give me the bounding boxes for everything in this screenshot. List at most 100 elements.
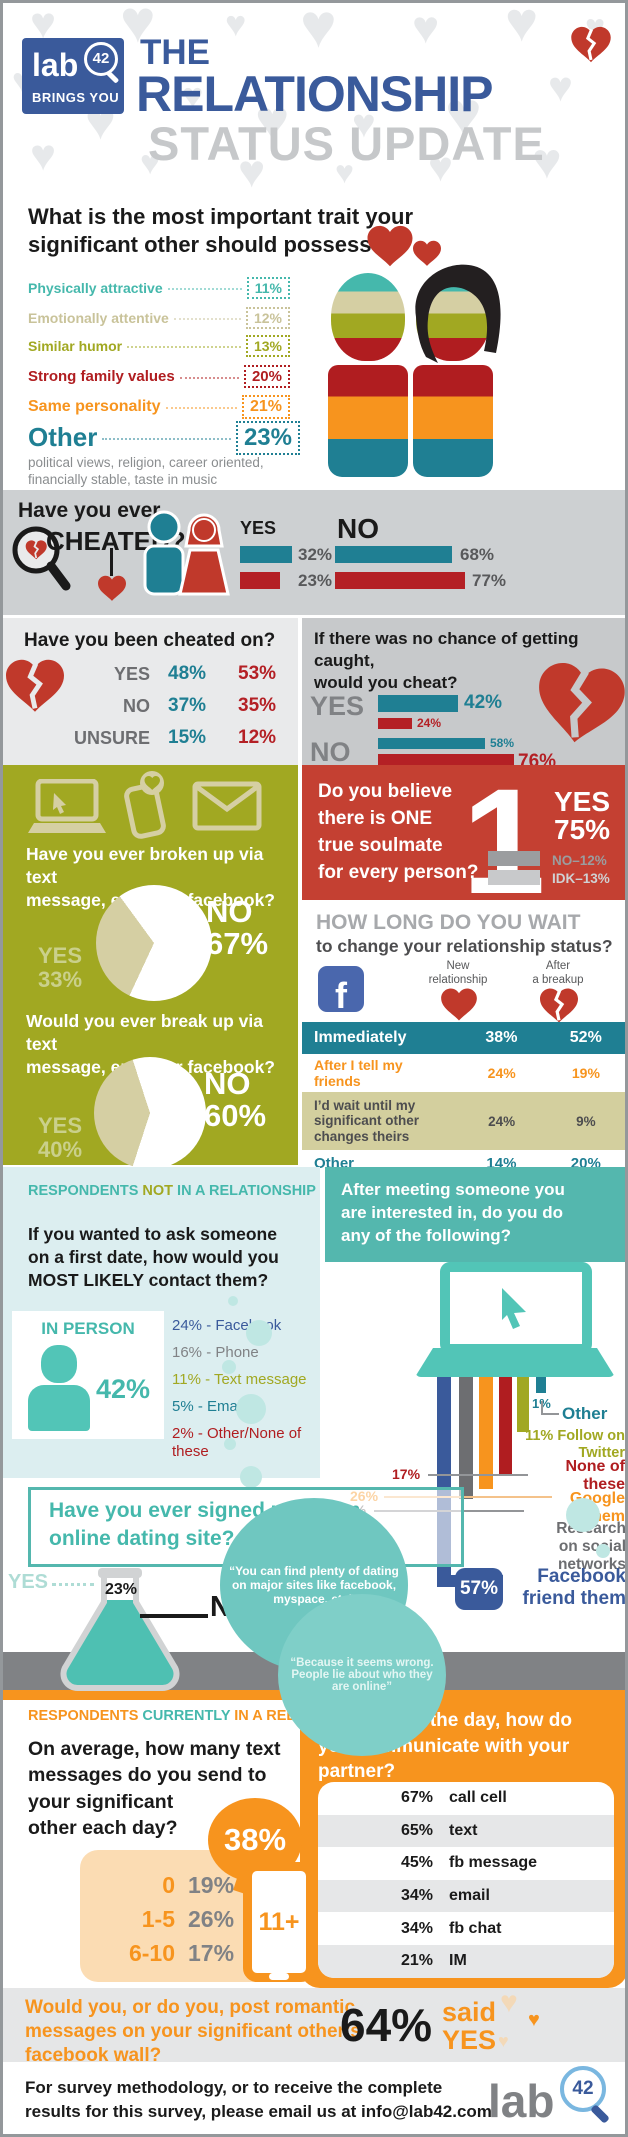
- footer-logo-lab: lab: [488, 2075, 555, 2127]
- title-the: THE: [140, 33, 210, 72]
- person-silhouette-icon: [28, 1345, 90, 1431]
- bar-male-yes: [240, 546, 292, 563]
- phone-broken-heart-icon: [124, 771, 166, 839]
- after-meeting-question: After meeting someone you are interested…: [341, 1180, 565, 1245]
- decor-circle: [224, 1438, 236, 1450]
- magnifier-handle-icon: [105, 70, 120, 84]
- footer-text: For survey methodology, or to receive th…: [25, 2078, 492, 2121]
- chart-bar-research: [459, 1377, 473, 1499]
- pie2-no-value: 60%: [204, 1098, 267, 1133]
- communicate-row: 65% text: [318, 1814, 614, 1848]
- laptop-screen: [440, 1262, 592, 1354]
- heart-decoration: [498, 2032, 509, 2050]
- soulmate-no-value: NO–12%: [552, 853, 607, 868]
- traits-question: What is the most important trait your si…: [28, 204, 414, 257]
- contact-method: 5% - Email: [172, 1398, 245, 1415]
- breakup-pie-2: [94, 1057, 206, 1169]
- communicate-table: 67% call cell 65% text 45% fb message 34% em…: [318, 1782, 614, 1978]
- lab42-footer-logo: lab 42: [488, 2066, 618, 2132]
- line: [428, 1474, 528, 1476]
- bar-yes-female: [378, 718, 412, 729]
- first-date-question: If you wanted to ask someone on a first …: [28, 1224, 279, 1291]
- romantic-yes: YES: [442, 2025, 497, 2055]
- trait-other-note: political views, religion, career orient…: [28, 455, 264, 487]
- striped-person-figure: [328, 273, 408, 488]
- status-row-wait-significant: I’d wait until my significant other chan…: [302, 1092, 628, 1150]
- cheated-section: Have you ever CHEATED? YES NO 32% 68% 23…: [0, 490, 628, 615]
- count-label: 1-5: [141, 1906, 175, 1932]
- logo-lab-text: lab: [32, 47, 79, 83]
- facebook-friend-value-box: 57%: [455, 1568, 503, 1610]
- laptop-icon: [28, 779, 106, 833]
- count-value: 19%: [188, 1872, 235, 1898]
- col-header-after-breakup: After a breakup: [532, 960, 584, 986]
- row-label: YES: [113, 664, 150, 684]
- pie2-yes-label: YES: [38, 1113, 83, 1138]
- communicate-row: 34% fb chat: [400, 1919, 502, 1937]
- header: lab 42 BRINGS YOU THE RELATIONSHIP STATU…: [0, 0, 628, 175]
- trait-row-other: Other 23%: [28, 421, 300, 455]
- chart-twitter: 11% Follow on Twitter: [525, 1428, 625, 1461]
- row-female: 35%: [238, 695, 277, 716]
- count-value: 26%: [188, 1906, 235, 1932]
- chart-label-other: Other: [562, 1404, 608, 1423]
- row-male: 37%: [168, 695, 207, 716]
- count-value: 17%: [188, 1940, 235, 1966]
- heart-icon: [98, 575, 126, 601]
- pie1-no-value: 67%: [206, 926, 269, 961]
- contact-method: 16% - Phone: [172, 1344, 259, 1361]
- soulmate-yes-label: YES: [554, 786, 611, 817]
- title-status-update: STATUS UPDATE: [148, 117, 545, 170]
- dotted-leader: [52, 1583, 94, 1586]
- romantic-band: Would you, or do you, post romantic mess…: [0, 1988, 628, 2066]
- trait-row: Strong family values 20%: [28, 365, 290, 388]
- soulmate-big-one: 1: [462, 757, 546, 925]
- row-male: 48%: [168, 663, 207, 684]
- bar-female-yes-value: 23%: [298, 571, 333, 590]
- couple-icon: [143, 510, 230, 596]
- breakup-panel: Have you ever broken up via text message…: [0, 765, 298, 1169]
- soulmate-yes-value: 75%: [554, 814, 611, 845]
- logo-tagline: BRINGS YOU: [32, 90, 120, 105]
- pie1-no-label: NO: [206, 894, 253, 929]
- bar-no-male: [378, 738, 485, 749]
- count-label: 0: [162, 1872, 175, 1898]
- romantic-value: 64%: [340, 1999, 433, 2051]
- catch-free-yes-label: YES: [310, 691, 365, 721]
- laptop-base: [415, 1348, 615, 1377]
- striped-person-figure-with-hair: [412, 264, 501, 488]
- bar-yes-male: [378, 695, 458, 712]
- magnifier-handle-icon: [590, 2104, 610, 2124]
- communicate-row: 45% fb message: [400, 1854, 538, 1872]
- bar-female-yes: [240, 572, 280, 589]
- catch-free-panel: If there was no chance of getting caught…: [302, 618, 628, 772]
- trait-row: Similar humor 13%: [28, 335, 290, 357]
- line: [384, 1496, 552, 1498]
- bar-no-male-value: 58%: [490, 736, 515, 750]
- communicate-row: 21% IM: [318, 1944, 614, 1978]
- elbow-line: [541, 1401, 559, 1415]
- chart-label-facebook-friend: Facebook friend them: [522, 1566, 626, 1609]
- col-header-new-relationship: New relationship: [428, 960, 488, 986]
- lab42-logo: lab 42 BRINGS YOU: [22, 38, 124, 114]
- chart-bar-other: [536, 1377, 546, 1393]
- broken-heart-icon: [571, 26, 611, 63]
- soulmate-question: Do you believe there is ONE true soulmat…: [318, 781, 479, 883]
- romantic-said: said: [442, 1997, 497, 2027]
- cheated-on-question: Have you been cheated on?: [24, 630, 276, 651]
- footer-logo-42: 42: [560, 2066, 606, 2112]
- row-female: 53%: [238, 663, 277, 684]
- dating-site-area: Have you ever signed up for an online da…: [0, 1296, 628, 1756]
- decor-circle: [566, 1498, 600, 1532]
- envelope-icon: [192, 781, 262, 831]
- status-wait-subtitle: to change your relationship status?: [316, 936, 613, 956]
- bar-male-no-value: 68%: [460, 545, 495, 564]
- bar-female-no: [335, 572, 465, 589]
- row-male: 15%: [168, 727, 207, 748]
- trait-row: Emotionally attentive 12%: [28, 307, 290, 329]
- in-person-value: 42%: [96, 1374, 151, 1404]
- heart-decoration: [528, 2010, 540, 2030]
- decor-circle: [236, 1394, 266, 1424]
- pie2-no-label: NO: [204, 1066, 251, 1101]
- in-person-card: IN PERSON 42%: [12, 1311, 164, 1439]
